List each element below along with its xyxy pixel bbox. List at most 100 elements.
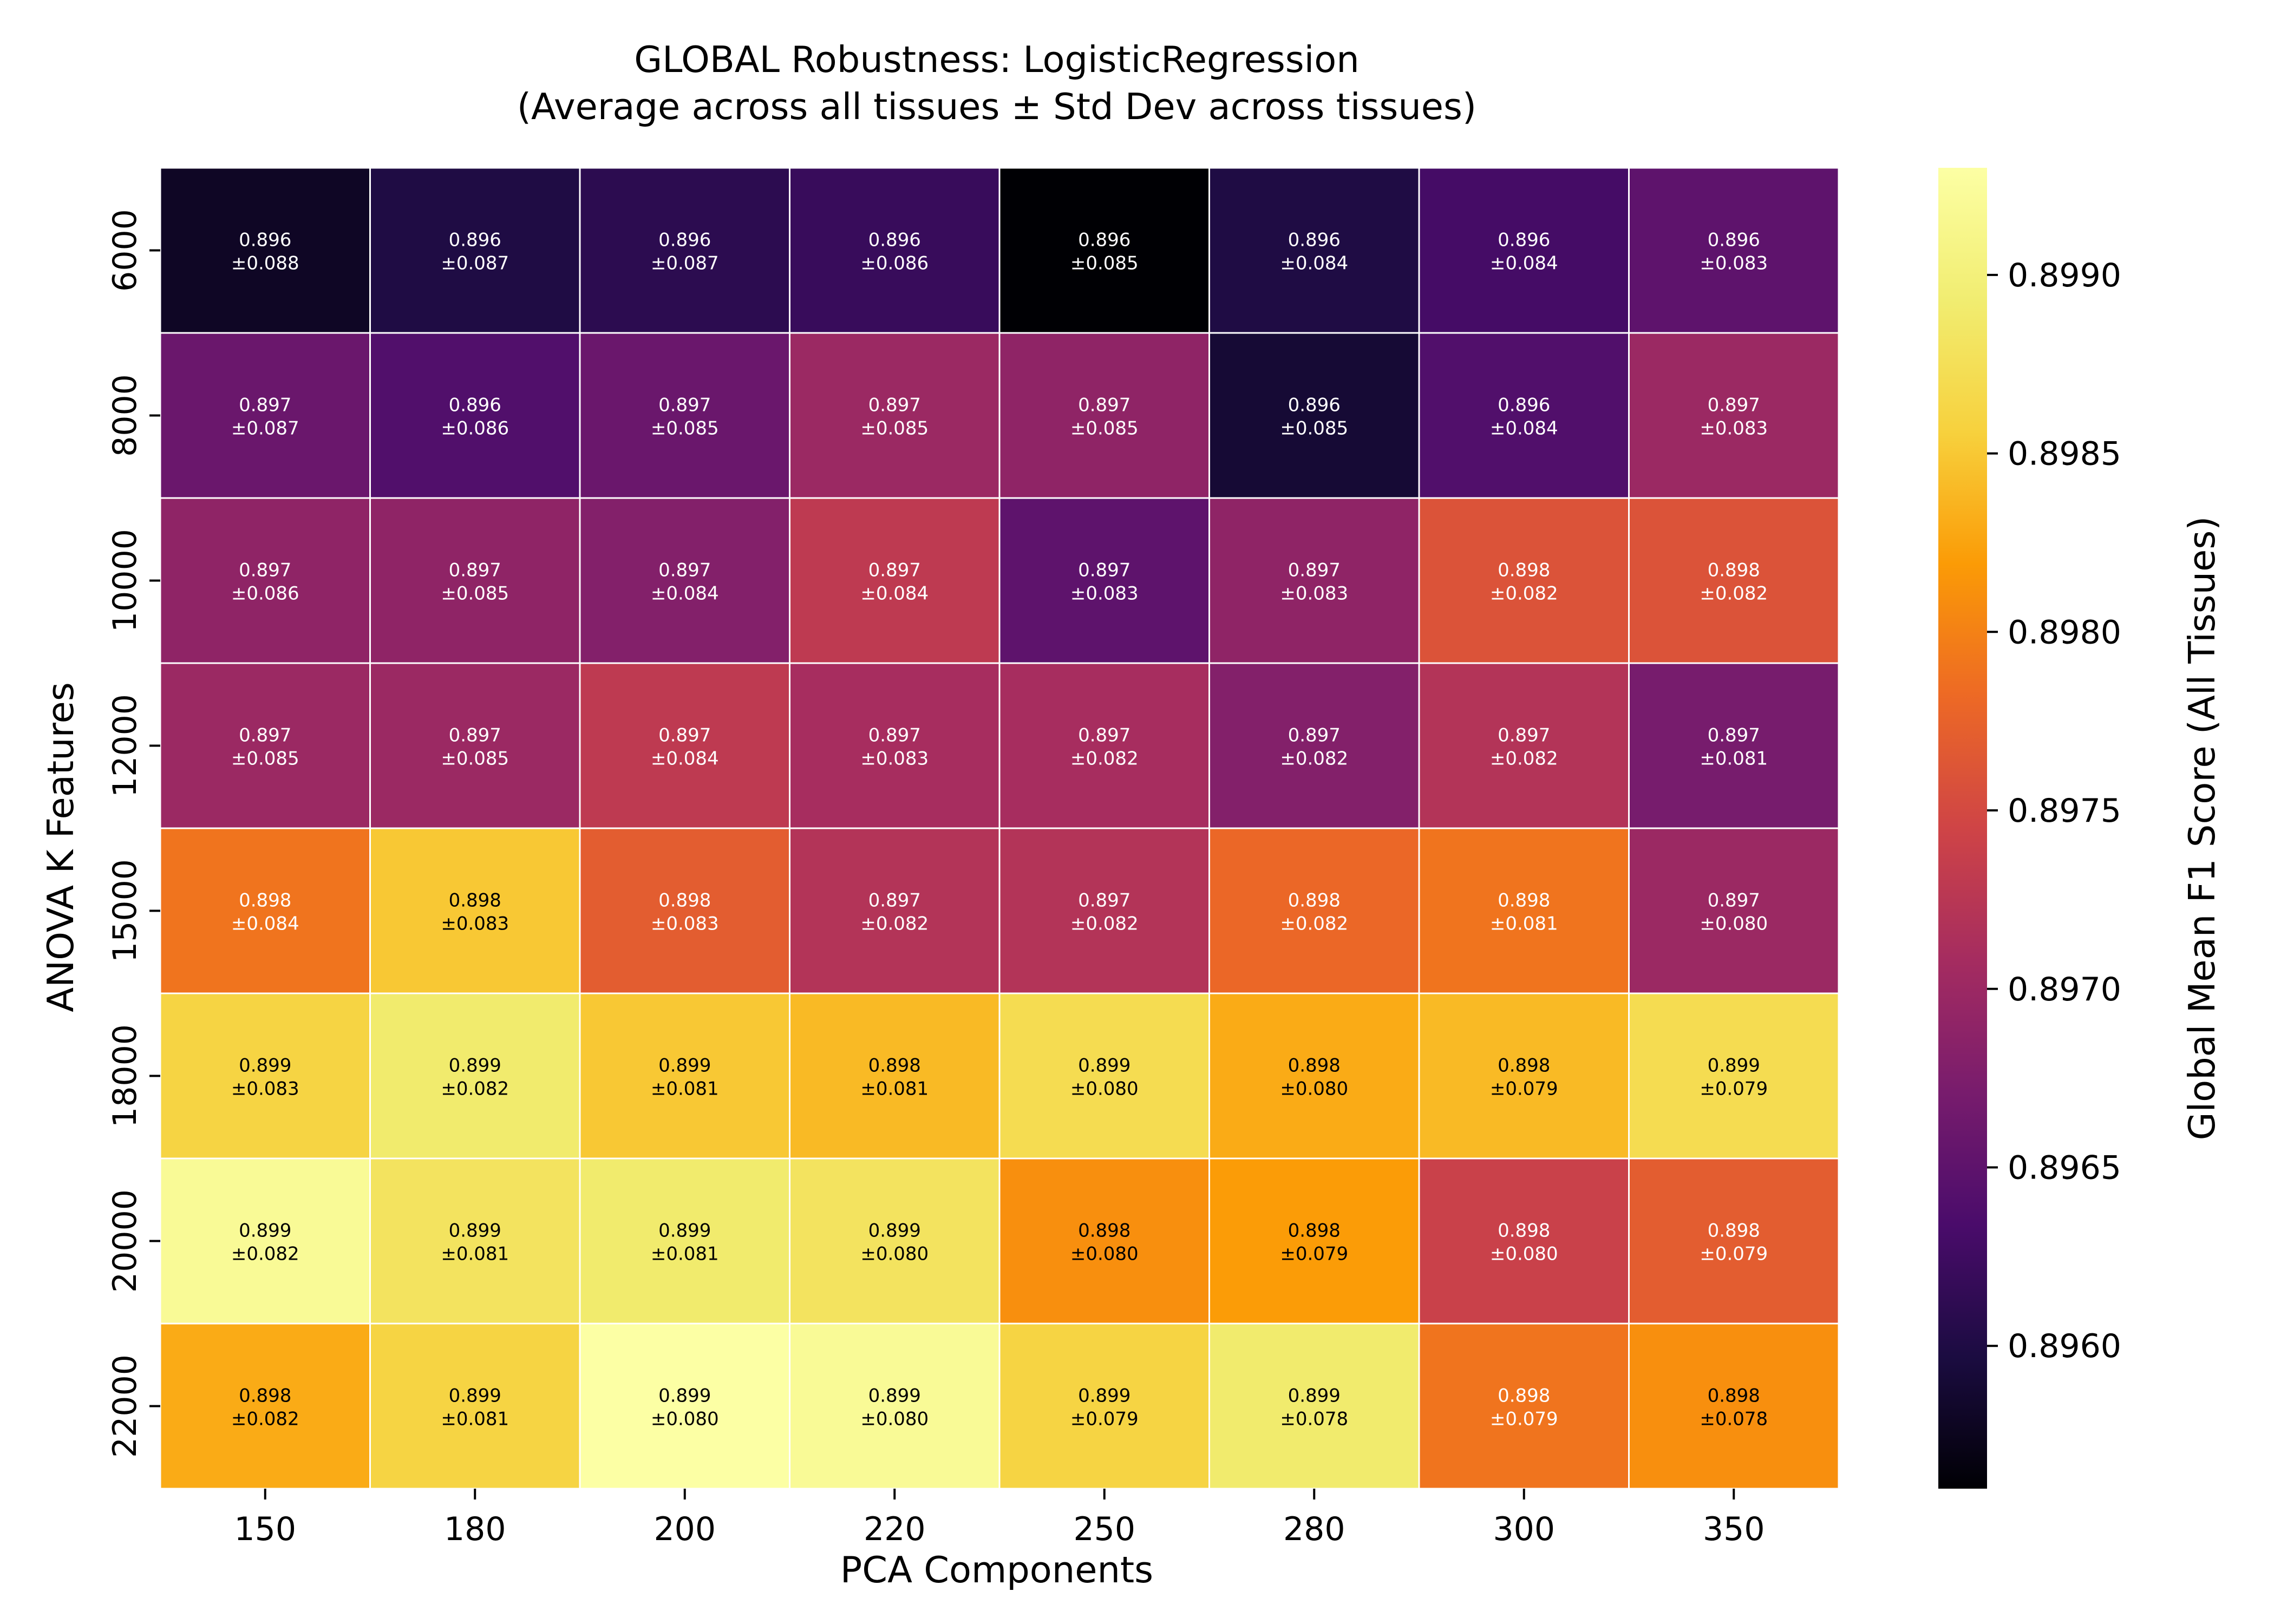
cell-mean-label: 0.897 <box>1708 890 1760 912</box>
heatmap-cell <box>789 332 1001 499</box>
cell-mean-label: 0.899 <box>1078 1055 1131 1077</box>
cell-mean-label: 0.896 <box>449 230 501 251</box>
cell-std-label: ±0.081 <box>860 1078 929 1100</box>
cell-std-label: ±0.084 <box>860 583 929 605</box>
cell-std-label: ±0.087 <box>651 253 719 274</box>
cell-std-label: ±0.078 <box>1700 1409 1768 1430</box>
cell-mean-label: 0.899 <box>868 1220 921 1242</box>
cell-mean-label: 0.898 <box>239 890 291 912</box>
cell-std-label: ±0.082 <box>1490 748 1558 770</box>
heatmap-cell <box>789 167 1001 334</box>
cell-mean-label: 0.897 <box>658 395 711 416</box>
cell-mean-label: 0.898 <box>658 890 711 912</box>
cell-mean-label: 0.897 <box>1498 725 1550 746</box>
cell-std-label: ±0.083 <box>860 748 929 770</box>
cell-mean-label: 0.897 <box>868 725 921 746</box>
heatmap-cell <box>1418 1157 1630 1325</box>
cell-std-label: ±0.083 <box>651 913 719 935</box>
cell-std-label: ±0.084 <box>1280 253 1348 274</box>
y-tick-label: 15000 <box>106 859 144 962</box>
cell-std-label: ±0.084 <box>1490 418 1558 440</box>
cell-mean-label: 0.899 <box>658 1055 711 1077</box>
cell-std-label: ±0.080 <box>1070 1243 1139 1265</box>
cell-mean-label: 0.896 <box>1708 230 1760 251</box>
cell-mean-label: 0.896 <box>1078 230 1131 251</box>
cell-mean-label: 0.898 <box>1288 1220 1341 1242</box>
heatmap-cell <box>789 827 1001 994</box>
cell-std-label: ±0.081 <box>651 1243 719 1265</box>
cell-std-label: ±0.083 <box>1280 583 1348 605</box>
heatmap-cell <box>369 497 581 664</box>
x-tick-label: 180 <box>444 1510 506 1548</box>
cell-std-label: ±0.086 <box>231 583 299 605</box>
heatmap-cell-labels: 0.896±0.0880.896±0.0870.896±0.0870.896±0… <box>231 230 1768 1430</box>
x-tick-label: 200 <box>654 1510 716 1548</box>
cell-std-label: ±0.083 <box>1700 418 1768 440</box>
cell-std-label: ±0.083 <box>231 1078 299 1100</box>
cell-mean-label: 0.899 <box>449 1055 501 1077</box>
cell-std-label: ±0.083 <box>1700 253 1768 274</box>
cell-std-label: ±0.086 <box>441 418 509 440</box>
cell-std-label: ±0.085 <box>1070 418 1139 440</box>
colorbar-label: Global Mean F1 Score (All Tissues) <box>2181 516 2223 1141</box>
cell-std-label: ±0.079 <box>1700 1243 1768 1265</box>
cell-mean-label: 0.898 <box>1078 1220 1131 1242</box>
cell-mean-label: 0.897 <box>1708 395 1760 416</box>
cell-mean-label: 0.899 <box>449 1220 501 1242</box>
cell-std-label: ±0.082 <box>1280 748 1348 770</box>
cell-std-label: ±0.082 <box>441 1078 509 1100</box>
cell-mean-label: 0.899 <box>868 1385 921 1407</box>
cell-mean-label: 0.898 <box>1498 1385 1550 1407</box>
cell-std-label: ±0.081 <box>441 1243 509 1265</box>
cell-std-label: ±0.085 <box>860 418 929 440</box>
cell-mean-label: 0.898 <box>1708 1385 1760 1407</box>
heatmap-cell <box>579 827 790 994</box>
cell-mean-label: 0.899 <box>1288 1385 1341 1407</box>
cell-std-label: ±0.081 <box>1490 913 1558 935</box>
cell-mean-label: 0.898 <box>449 890 501 912</box>
cell-mean-label: 0.897 <box>449 725 501 746</box>
cell-std-label: ±0.081 <box>1700 748 1768 770</box>
y-axis-label: ANOVA K Features <box>40 682 82 1012</box>
cell-std-label: ±0.080 <box>860 1409 929 1430</box>
cell-mean-label: 0.899 <box>658 1385 711 1407</box>
cell-mean-label: 0.896 <box>239 230 291 251</box>
cell-std-label: ±0.079 <box>1280 1243 1348 1265</box>
y-tick-label: 8000 <box>106 374 144 457</box>
cell-std-label: ±0.082 <box>860 913 929 935</box>
heatmap-cell <box>1418 497 1630 664</box>
heatmap-cell <box>1628 497 1840 664</box>
heatmap-cell <box>579 992 790 1160</box>
heatmap-cell <box>998 992 1210 1160</box>
cell-mean-label: 0.896 <box>1498 230 1550 251</box>
cell-mean-label: 0.899 <box>449 1385 501 1407</box>
heatmap-cell <box>1418 827 1630 994</box>
cell-mean-label: 0.896 <box>449 395 501 416</box>
cell-mean-label: 0.897 <box>1078 560 1131 581</box>
heatmap-cell <box>789 497 1001 664</box>
colorbar-tick-label: 0.8960 <box>2008 1327 2121 1365</box>
cell-mean-label: 0.896 <box>1288 395 1341 416</box>
heatmap-cell <box>159 1157 371 1325</box>
cell-mean-label: 0.897 <box>239 725 291 746</box>
heatmap-cell <box>1628 992 1840 1160</box>
cell-std-label: ±0.081 <box>441 1409 509 1430</box>
heatmap-cell <box>369 1157 581 1325</box>
cell-mean-label: 0.899 <box>658 1220 711 1242</box>
heatmap-cell <box>998 1322 1210 1490</box>
x-tick-label: 350 <box>1703 1510 1765 1548</box>
heatmap-cell <box>998 497 1210 664</box>
cell-std-label: ±0.084 <box>651 748 719 770</box>
cell-std-label: ±0.085 <box>1070 253 1139 274</box>
heatmap-cell <box>1208 992 1420 1160</box>
heatmap-cell <box>1628 1157 1840 1325</box>
chart-title-line2: (Average across all tissues ± Std Dev ac… <box>517 86 1476 128</box>
cell-mean-label: 0.897 <box>1078 725 1131 746</box>
cell-mean-label: 0.896 <box>658 230 711 251</box>
heatmap-cell <box>1208 1157 1420 1325</box>
y-axis-ticks: 6000 8000 10000 12000 15000 18000 20000 22000 <box>106 209 160 1458</box>
heatmap-cell <box>369 992 581 1160</box>
cell-mean-label: 0.899 <box>239 1055 291 1077</box>
cell-mean-label: 0.897 <box>239 395 291 416</box>
